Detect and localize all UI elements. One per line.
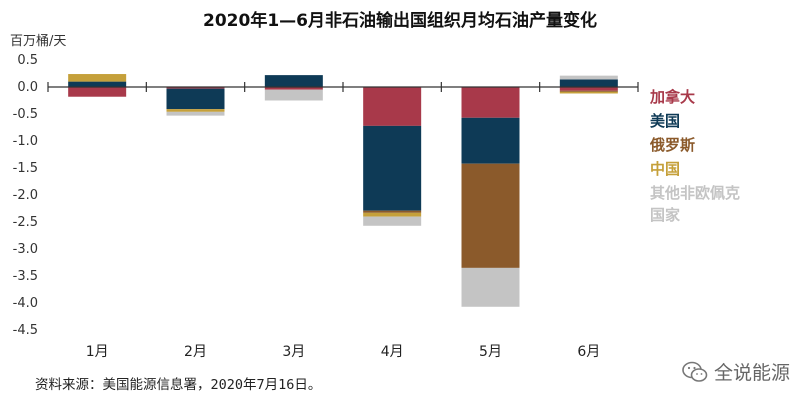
y-tick-label: -4.5: [13, 323, 38, 338]
y-tick-label: -0.5: [13, 107, 38, 122]
bar-segment-1-5: [461, 87, 520, 118]
x-category-label: 4月: [381, 344, 404, 360]
bar-segment-2-6: [559, 79, 618, 87]
bar-segment-1-6: [559, 87, 618, 91]
legend-item-usa: 美国: [650, 112, 681, 130]
x-category-label: 3月: [282, 344, 305, 360]
bar-segment-1-4: [363, 87, 422, 126]
x-category-label: 6月: [577, 344, 600, 360]
bar-segment-5-4: [363, 216, 422, 226]
bar-segment-3-6: [559, 90, 618, 92]
y-tick-label: -3.5: [13, 269, 38, 284]
legend-item-china: 中国: [650, 160, 681, 178]
y-tick-label: -2.5: [13, 215, 38, 230]
bar-segment-4-2: [166, 109, 225, 112]
bar-segment-5-6: [559, 75, 618, 80]
bar-segment-2-3: [264, 75, 323, 87]
bar-segment-5-2: [166, 111, 225, 116]
bar-segment-2-1: [68, 81, 127, 87]
x-category-label: 5月: [479, 344, 502, 360]
watermark: 全说能源: [682, 358, 790, 385]
bar-segment-4-6: [559, 91, 618, 94]
y-tick-label: -3.0: [13, 242, 38, 257]
bar-segment-5-3: [264, 89, 323, 101]
bar-segment-4-1: [68, 74, 127, 82]
y-tick-label: 0.5: [17, 53, 38, 68]
watermark-text: 全说能源: [714, 362, 791, 384]
y-tick-label: -2.0: [13, 188, 38, 203]
x-category-label: 1月: [86, 344, 109, 360]
bar-segment-2-2: [166, 88, 225, 110]
legend-item-canada: 加拿大: [650, 88, 696, 106]
legend-item-other-non-opec: 其他非欧佩克 国家: [650, 184, 741, 224]
y-tick-label: 0.0: [17, 80, 38, 95]
y-tick-label: -4.0: [13, 296, 38, 311]
y-tick-label: -1.0: [13, 134, 38, 149]
legend-item-russia: 俄罗斯: [650, 136, 696, 154]
bar-segment-1-2: [166, 87, 225, 89]
bar-segment-3-5: [461, 163, 520, 268]
bar-segment-2-5: [461, 117, 520, 164]
bar-segment-1-1: [68, 87, 127, 97]
bar-segment-2-4: [363, 125, 422, 211]
bar-segment-4-4: [363, 212, 422, 217]
source-note: 资料来源：美国能源信息署，2020年7月16日。: [35, 377, 322, 393]
chart-title: 2020年1—6月非石油输出国组织月均石油产量变化: [203, 11, 597, 31]
bar-segment-1-3: [264, 87, 323, 90]
bar-segment-5-5: [461, 267, 520, 307]
x-category-label: 2月: [184, 344, 207, 360]
bar-segment-3-4: [363, 210, 422, 213]
y-tick-label: -1.5: [13, 161, 38, 176]
y-axis-unit-label: 百万桶/天: [10, 34, 67, 49]
wechat-icon: [682, 361, 708, 382]
